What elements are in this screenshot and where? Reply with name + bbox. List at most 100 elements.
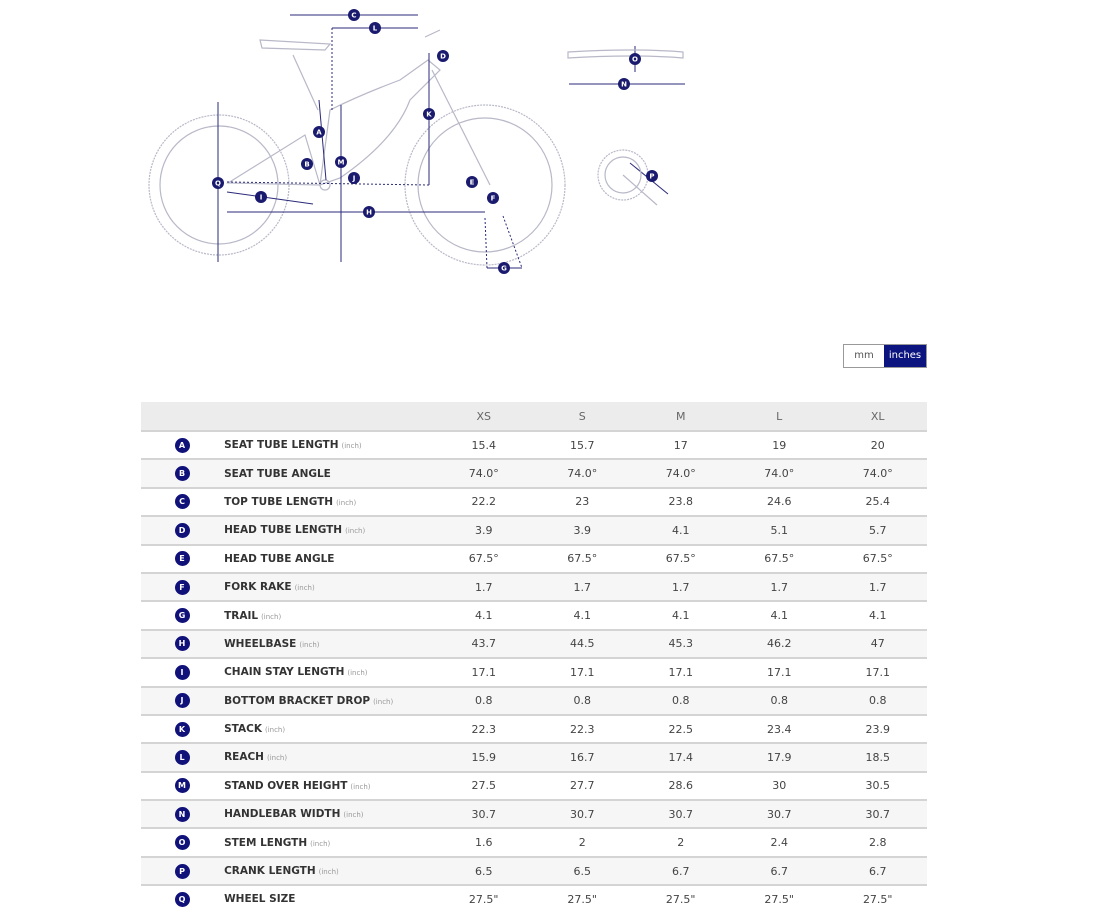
value-cell-s: 67.5° xyxy=(532,543,632,573)
value-cell-xs: 4.1 xyxy=(434,600,533,630)
measurement-unit: (inch) xyxy=(310,839,331,848)
table-row: K STACK (inch) 22.3 22.3 22.5 23.4 23.9 xyxy=(141,713,927,744)
value-cell-s: 74.0° xyxy=(532,458,632,488)
row-letter-cell: K xyxy=(141,713,224,744)
value-cell-s: 15.7 xyxy=(532,429,632,460)
value-cell-m: 45.3 xyxy=(631,628,730,659)
measurement-unit: (inch) xyxy=(266,754,288,763)
row-letter-cell: J xyxy=(141,685,224,715)
measurement-name: HEAD TUBE ANGLE xyxy=(224,552,335,565)
value-cell-l: 4.1 xyxy=(729,600,829,630)
row-label-cell: CRANK LENGTH (inch) xyxy=(223,855,435,886)
row-label-cell: STEM LENGTH (inch) xyxy=(223,827,435,857)
row-letter-cell: F xyxy=(141,571,224,602)
measurement-unit: (inch) xyxy=(318,868,339,877)
letter-badge: K xyxy=(174,721,190,737)
value-cell-xl: 5.7 xyxy=(828,515,927,545)
row-label-cell: SEAT TUBE ANGLE xyxy=(223,458,435,488)
svg-text:E: E xyxy=(470,179,475,187)
svg-text:P: P xyxy=(649,173,654,181)
value-cell-m: 17.1 xyxy=(631,657,730,687)
svg-text:L: L xyxy=(373,25,378,33)
header-empty xyxy=(223,402,435,431)
value-cell-xs: 22.3 xyxy=(434,713,533,744)
value-cell-m: 6.7 xyxy=(631,855,730,886)
letter-badge: B xyxy=(174,466,190,482)
value-cell-xs: 17.1 xyxy=(434,657,533,687)
label-n: N xyxy=(618,78,630,90)
value-cell-l: 24.6 xyxy=(729,486,829,517)
value-cell-xl: 1.7 xyxy=(828,571,927,602)
value-cell-xs: 27.5" xyxy=(434,884,533,913)
value-cell-l: 23.4 xyxy=(729,713,829,744)
value-cell-s: 27.5" xyxy=(532,884,632,913)
row-label-cell: SEAT TUBE LENGTH (inch) xyxy=(223,429,435,460)
value-cell-m: 4.1 xyxy=(631,600,730,630)
measurement-unit: (inch) xyxy=(341,442,362,451)
letter-badge: P xyxy=(174,863,190,879)
row-letter-cell: N xyxy=(141,799,224,829)
value-cell-xs: 3.9 xyxy=(434,515,533,545)
row-letter-cell: L xyxy=(141,742,224,772)
diagram-labels: C L D K A B M J Q I H E F G O N P xyxy=(212,9,658,274)
header-size-xs: XS xyxy=(434,402,533,431)
value-cell-l: 17.1 xyxy=(729,657,829,687)
table-header-row: XS S M L XL xyxy=(141,402,927,431)
svg-text:B: B xyxy=(304,161,309,169)
label-i: I xyxy=(255,191,267,203)
row-label-cell: WHEEL SIZE xyxy=(223,884,435,913)
row-label-cell: STACK (inch) xyxy=(223,713,435,744)
measurement-name: HEAD TUBE LENGTH xyxy=(224,524,343,537)
value-cell-l: 30.7 xyxy=(729,799,829,829)
value-cell-m: 30.7 xyxy=(631,799,730,829)
label-p: P xyxy=(646,170,658,182)
value-cell-xs: 27.5 xyxy=(434,770,533,801)
svg-text:J: J xyxy=(352,175,356,183)
row-label-cell: FORK RAKE (inch) xyxy=(223,571,435,602)
table-row: Q WHEEL SIZE 27.5" 27.5" 27.5" 27.5" 27.5" xyxy=(141,884,927,913)
letter-badge: Q xyxy=(174,891,190,907)
value-cell-xs: 6.5 xyxy=(434,855,533,886)
value-cell-m: 67.5° xyxy=(631,543,730,573)
label-h: H xyxy=(363,206,375,218)
value-cell-xl: 74.0° xyxy=(828,458,927,488)
measurement-unit: (inch) xyxy=(264,726,286,735)
value-cell-m: 4.1 xyxy=(631,515,730,545)
letter-badge: F xyxy=(174,579,190,595)
value-cell-s: 2 xyxy=(532,827,632,857)
value-cell-xs: 0.8 xyxy=(434,685,533,715)
label-k: K xyxy=(423,108,435,120)
svg-text:M: M xyxy=(338,159,345,167)
value-cell-m: 27.5" xyxy=(631,884,730,913)
header-empty xyxy=(141,402,224,431)
value-cell-l: 17.9 xyxy=(729,742,829,772)
value-cell-m: 17 xyxy=(631,429,730,460)
value-cell-s: 22.3 xyxy=(532,713,632,744)
row-letter-cell: B xyxy=(141,458,224,488)
value-cell-xs: 15.4 xyxy=(434,429,533,460)
value-cell-xl: 4.1 xyxy=(828,600,927,630)
measurement-unit: (inch) xyxy=(336,498,357,507)
value-cell-s: 4.1 xyxy=(532,600,632,630)
bike-drawing xyxy=(148,29,566,266)
value-cell-l: 1.7 xyxy=(729,571,829,602)
value-cell-xl: 25.4 xyxy=(828,486,927,517)
unit-mm-button[interactable]: mm xyxy=(844,345,884,367)
header-size-s: S xyxy=(532,402,632,431)
value-cell-xl: 20 xyxy=(828,429,927,460)
row-label-cell: REACH (inch) xyxy=(223,742,435,772)
value-cell-s: 3.9 xyxy=(532,515,632,545)
value-cell-s: 6.5 xyxy=(532,855,632,886)
row-label-cell: STAND OVER HEIGHT (inch) xyxy=(223,770,435,801)
svg-text:Q: Q xyxy=(215,180,221,188)
value-cell-xs: 1.6 xyxy=(434,827,533,857)
measurement-unit: (inch) xyxy=(347,669,368,678)
letter-badge: E xyxy=(174,551,190,567)
label-f: F xyxy=(487,192,499,204)
svg-text:F: F xyxy=(491,195,496,203)
label-e: E xyxy=(466,176,478,188)
unit-inches-button[interactable]: inches xyxy=(884,345,926,367)
measurement-unit: (inch) xyxy=(294,584,315,593)
measurement-name: STEM LENGTH xyxy=(224,836,308,849)
dimension-lines xyxy=(217,14,685,269)
